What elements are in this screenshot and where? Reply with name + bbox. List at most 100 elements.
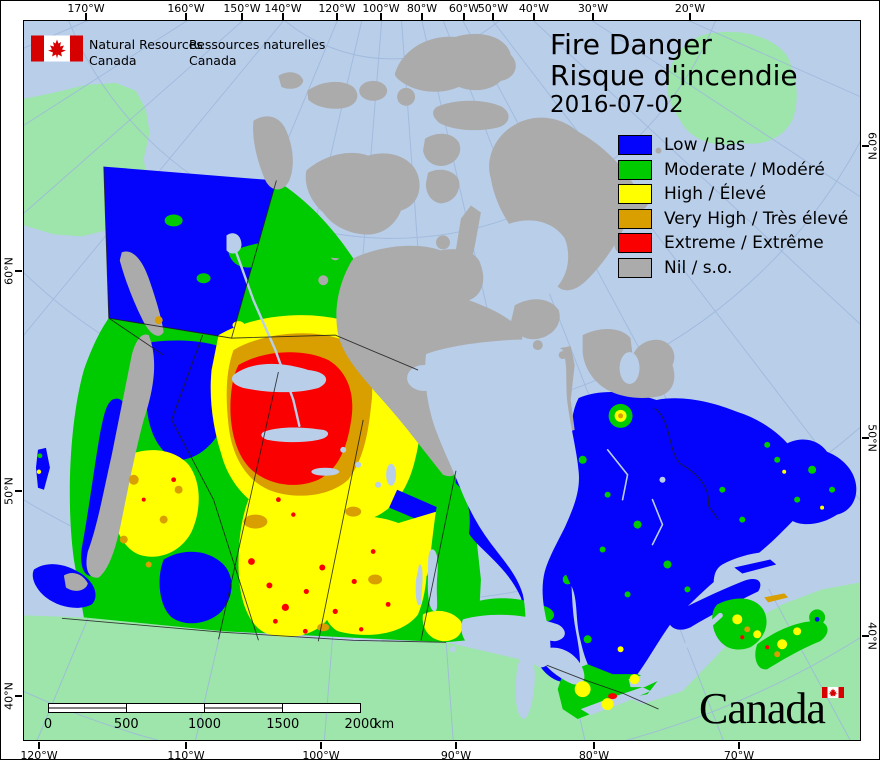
boundaries <box>61 166 719 710</box>
tick-mark <box>380 13 382 20</box>
tick-label: 140°W <box>264 2 302 15</box>
tick-label: 70°W <box>723 749 755 760</box>
tick-mark <box>862 145 869 147</box>
canada-wordmark: Canada <box>699 685 859 737</box>
foxe-basin <box>501 220 569 299</box>
tick-mark <box>463 13 465 20</box>
great-slave-lake <box>261 427 329 443</box>
speckles <box>119 316 836 711</box>
agency-name-fr: Ressources naturelles Canada <box>189 37 326 68</box>
legend-label: Nil / s.o. <box>664 257 733 278</box>
legend-swatch <box>618 135 652 155</box>
wordmark-flag-icon <box>822 687 844 698</box>
canada-flag-icon <box>31 35 83 62</box>
map-frame <box>23 20 861 741</box>
tick-label: 40°W <box>518 2 550 15</box>
tick-mark <box>241 13 243 20</box>
scale-label: 0 <box>43 717 53 732</box>
legend: Low / Bas Moderate / Modéré High / Élevé Ve… <box>618 135 848 283</box>
coast-mountains <box>86 334 155 578</box>
arctic-coast-fringe <box>228 239 354 268</box>
tick-mark <box>320 742 322 749</box>
tick-label: 80°W <box>406 2 438 15</box>
tick-mark <box>593 742 595 749</box>
tick-mark <box>738 742 740 749</box>
legend-swatch <box>618 208 652 229</box>
tick-mark <box>336 13 338 20</box>
wordmark-text: Canada <box>699 684 826 733</box>
banks-island <box>253 116 293 190</box>
tick-label: 50°N <box>865 424 879 452</box>
lake-erie <box>580 687 651 716</box>
scale-bar-graphic <box>48 703 361 713</box>
tick-label: 90°W <box>440 749 472 760</box>
title-fr: Risque d'incendie <box>550 59 798 92</box>
tick-mark <box>85 13 87 20</box>
legend-label: Low / Bas <box>664 135 745 155</box>
tick-label: 50°N <box>2 477 16 505</box>
agency-header: Natural Resources Canada Ressources natur… <box>31 35 325 69</box>
scale-segment <box>205 704 283 712</box>
title-date: 2016-07-02 <box>550 92 684 118</box>
tick-mark <box>15 695 22 697</box>
legend-item: High / Élevé <box>618 184 848 205</box>
scale-segment <box>49 704 127 712</box>
panhandle-mountains <box>119 251 164 336</box>
boothia <box>454 205 481 273</box>
tick-mark <box>533 13 535 20</box>
tick-label: 60°W <box>448 2 480 15</box>
scale-label: 2000 <box>344 717 378 732</box>
tick-label: 40°N <box>865 622 879 650</box>
tick-label: 120°W <box>318 2 356 15</box>
mackenzie-delta <box>226 233 242 254</box>
tick-mark <box>592 13 594 20</box>
legend-item: Extreme / Extrême <box>618 233 848 254</box>
tick-mark <box>15 270 22 272</box>
legend-item: Very High / Très élevé <box>618 208 849 229</box>
lake-michigan <box>515 657 535 720</box>
tick-mark <box>862 635 869 637</box>
tick-mark <box>421 13 423 20</box>
tick-label: 150°W <box>223 2 261 15</box>
southampton <box>510 299 560 340</box>
tick-label: 60°N <box>2 257 16 285</box>
baffin <box>489 117 640 291</box>
tick-label: 60°N <box>865 132 879 160</box>
tick-label: 40°N <box>2 682 16 710</box>
tick-mark <box>185 13 187 20</box>
legend-swatch <box>618 184 652 205</box>
bay-islands <box>510 299 567 360</box>
agency-name-en: Natural Resources Canada <box>89 37 203 68</box>
tick-mark <box>689 13 691 20</box>
ellesmere <box>394 33 516 92</box>
scale-segment <box>283 704 360 712</box>
tick-label: 80°W <box>578 749 610 760</box>
tick-label: 170°W <box>67 2 105 15</box>
legend-item: Nil / s.o. <box>618 257 848 278</box>
lake-ontario <box>628 669 673 688</box>
lake-superior <box>461 614 565 650</box>
legend-label: Extreme / Extrême <box>664 233 824 254</box>
tick-label: 100°W <box>362 2 400 15</box>
tick-label: 120°W <box>20 749 58 760</box>
nunavut-lakes <box>407 365 442 391</box>
legend-swatch <box>618 257 652 278</box>
usa <box>24 582 860 740</box>
tick-label: 100°W <box>302 749 340 760</box>
map-title: Fire Danger Risque d'incendie 2016-07-02 <box>550 29 798 119</box>
tick-label: 110°W <box>167 749 205 760</box>
legend-item: Moderate / Modéré <box>618 159 848 180</box>
great-bear-lake <box>231 363 327 393</box>
ungava-bay <box>619 352 640 384</box>
tick-label: 160°W <box>167 2 205 15</box>
tick-mark <box>455 742 457 749</box>
tick-mark <box>492 13 494 20</box>
tick-mark <box>185 742 187 749</box>
scale-bar-unit: km <box>374 717 395 732</box>
scale-label: 1500 <box>266 717 300 732</box>
tick-mark <box>38 742 40 749</box>
tick-label: 30°W <box>577 2 609 15</box>
legend-swatch <box>618 159 652 180</box>
legend-label: Very High / Très élevé <box>664 208 849 229</box>
